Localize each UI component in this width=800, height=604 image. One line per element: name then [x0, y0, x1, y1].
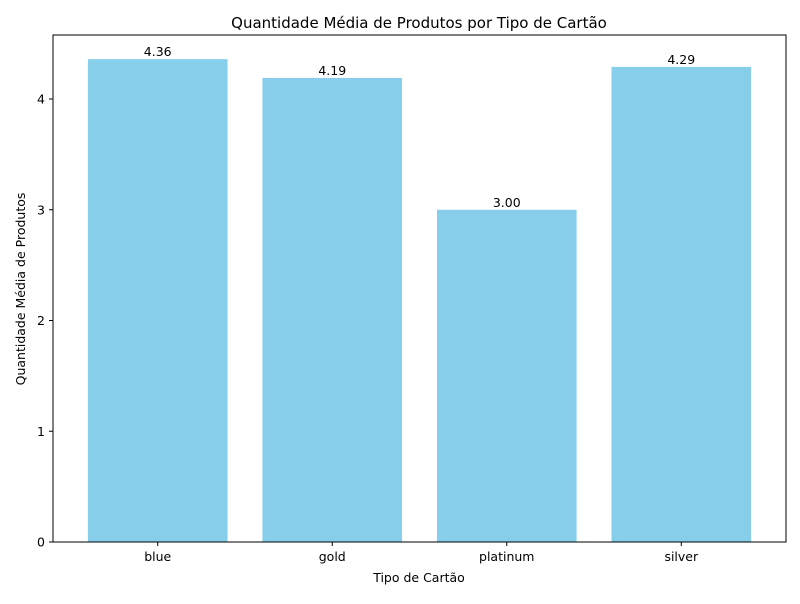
bar-gold [262, 77, 403, 542]
bar-platinum [436, 209, 577, 542]
y-tick-label-0: 0 [37, 535, 45, 550]
value-label-gold: 4.19 [318, 63, 346, 78]
y-axis: 0 1 2 3 4 [37, 92, 53, 550]
x-axis-label: Tipo de Cartão [372, 570, 465, 585]
value-label-platinum: 3.00 [493, 195, 521, 210]
plot-frame [52, 34, 787, 543]
x-tick-label-gold: gold [319, 549, 346, 564]
value-labels-layer: 4.36 4.19 3.00 4.29 [144, 44, 695, 210]
x-tick-label-silver: silver [664, 549, 699, 564]
y-tick-label-2: 2 [37, 313, 45, 328]
chart-title: Quantidade Média de Produtos por Tipo de… [231, 14, 607, 32]
x-axis: blue gold platinum silver [144, 542, 699, 564]
y-axis-label: Quantidade Média de Produtos [13, 193, 28, 386]
value-label-blue: 4.36 [144, 44, 172, 59]
bar-blue [87, 59, 228, 542]
y-tick-label-3: 3 [37, 202, 45, 217]
value-label-silver: 4.29 [667, 52, 695, 67]
x-tick-label-platinum: platinum [479, 549, 534, 564]
y-tick-label-1: 1 [37, 424, 45, 439]
x-tick-label-blue: blue [144, 549, 171, 564]
bar-silver [611, 66, 752, 543]
y-tick-label-4: 4 [37, 92, 45, 107]
bars-layer [87, 59, 752, 543]
